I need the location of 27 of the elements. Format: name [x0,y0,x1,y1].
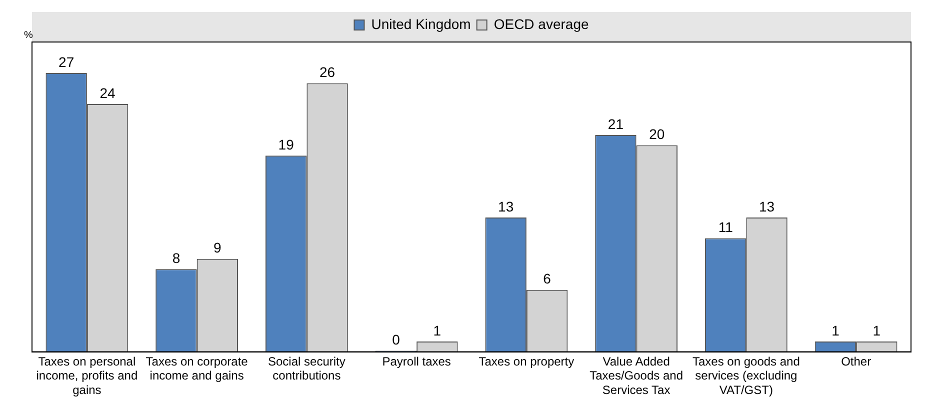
data-label: 27 [58,54,74,70]
data-label: 9 [214,240,222,256]
legend-label: OECD average [494,16,589,32]
x-tick-label: Taxes on goods and services (excluding VAT/GST) [692,354,800,398]
x-tick-label: Value Added Taxes/Goods and Services Tax [590,354,684,398]
x-tick-label: Other [841,354,872,368]
data-label: 21 [608,116,624,132]
y-axis-title: % [24,30,33,41]
data-label: 13 [759,198,775,214]
legend-label: United Kingdom [371,16,471,32]
x-tick-label: Taxes on personal income, profits and gains [36,354,138,398]
data-label: 13 [498,198,514,214]
x-tick-label: Social security contributions [268,354,346,383]
data-label: 0 [392,332,400,348]
data-label: 19 [278,136,294,152]
x-tick-label: Taxes on property [478,354,574,368]
data-label: 6 [543,270,552,287]
data-label: 11 [718,219,734,236]
data-label: 26 [320,64,336,80]
data-label: 8 [172,250,180,266]
x-tick-label: Payroll taxes [382,354,451,368]
data-label: 20 [649,126,665,142]
data-label: 24 [100,84,116,101]
data-label: 1 [433,322,442,338]
x-tick-label: Taxes on corporate income and gains [146,354,248,383]
data-label: 1 [872,322,881,338]
data-label: 1 [832,322,840,338]
